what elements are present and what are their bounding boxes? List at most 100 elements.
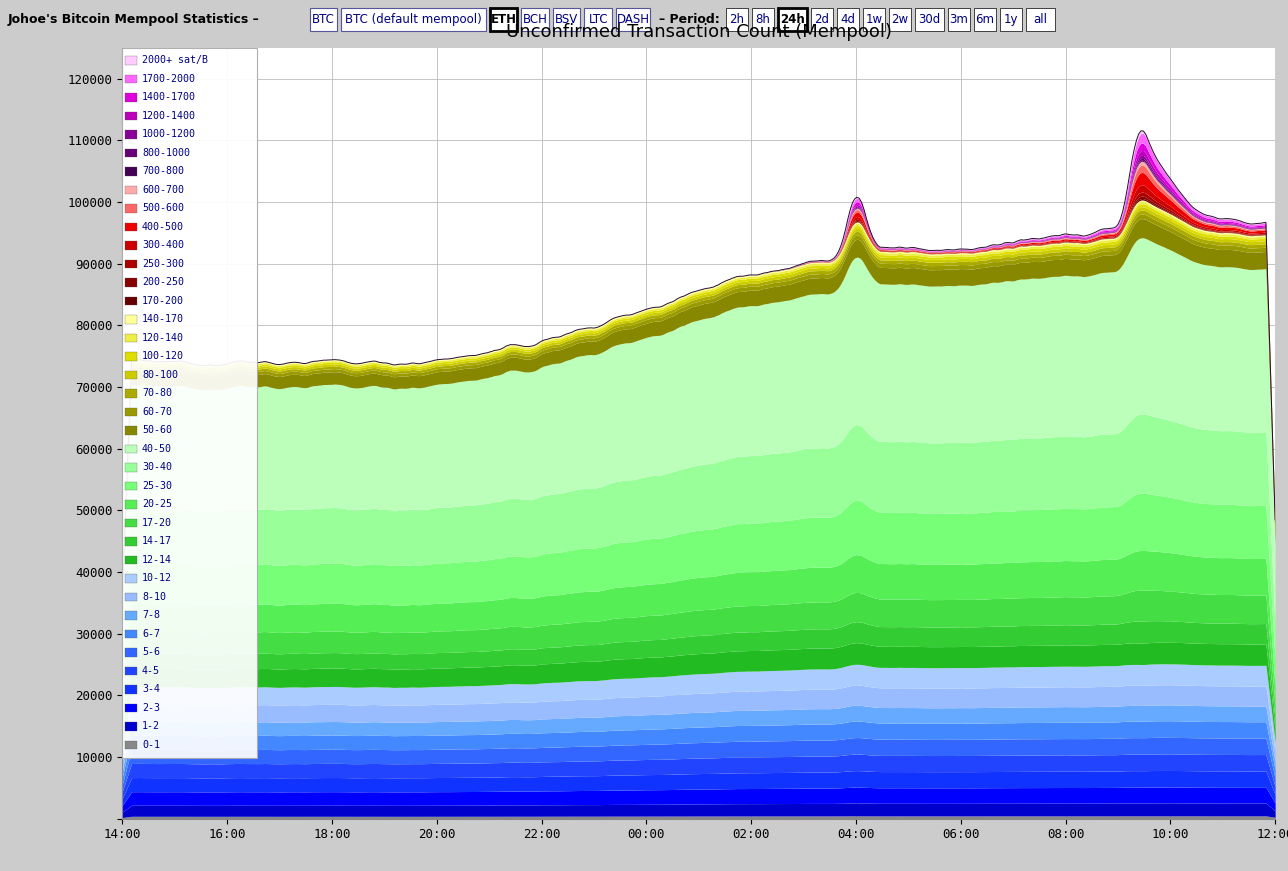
Text: 24h: 24h bbox=[781, 13, 805, 26]
FancyBboxPatch shape bbox=[585, 8, 612, 31]
Text: 2d: 2d bbox=[814, 13, 829, 26]
FancyBboxPatch shape bbox=[726, 8, 748, 31]
Bar bbox=[125, 93, 138, 102]
FancyBboxPatch shape bbox=[948, 8, 970, 31]
Bar bbox=[125, 722, 138, 731]
Text: 2000+ sat/B: 2000+ sat/B bbox=[142, 55, 209, 65]
Bar bbox=[125, 685, 138, 693]
Bar bbox=[125, 131, 138, 138]
Text: all: all bbox=[1033, 13, 1047, 26]
Text: 4-5: 4-5 bbox=[142, 665, 160, 676]
Text: 3m: 3m bbox=[949, 13, 969, 26]
Text: LTC: LTC bbox=[589, 13, 608, 26]
Bar bbox=[125, 241, 138, 250]
Text: 7-8: 7-8 bbox=[142, 611, 160, 620]
Text: 2w: 2w bbox=[891, 13, 908, 26]
Bar bbox=[125, 352, 138, 361]
Text: 40-50: 40-50 bbox=[142, 443, 173, 454]
Text: 1y: 1y bbox=[1003, 13, 1019, 26]
Text: 500-600: 500-600 bbox=[142, 203, 184, 213]
Bar bbox=[125, 537, 138, 546]
Text: 20-25: 20-25 bbox=[142, 499, 173, 510]
Text: 25-30: 25-30 bbox=[142, 481, 173, 490]
Text: 30d: 30d bbox=[918, 13, 940, 26]
Text: 60-70: 60-70 bbox=[142, 407, 173, 416]
Text: 1200-1400: 1200-1400 bbox=[142, 111, 196, 121]
Bar bbox=[125, 630, 138, 638]
Bar bbox=[125, 75, 138, 84]
FancyBboxPatch shape bbox=[553, 8, 581, 31]
Text: BCH: BCH bbox=[523, 13, 547, 26]
Text: 1w: 1w bbox=[866, 13, 882, 26]
Text: 300-400: 300-400 bbox=[142, 240, 184, 250]
Text: 1-2: 1-2 bbox=[142, 721, 160, 732]
Text: 200-250: 200-250 bbox=[142, 277, 184, 287]
Bar bbox=[125, 297, 138, 305]
Text: BTC: BTC bbox=[312, 13, 335, 26]
FancyBboxPatch shape bbox=[863, 8, 885, 31]
Bar bbox=[125, 371, 138, 379]
FancyBboxPatch shape bbox=[752, 8, 774, 31]
Bar bbox=[125, 648, 138, 657]
Text: 4d: 4d bbox=[841, 13, 855, 26]
Bar bbox=[125, 463, 138, 472]
Text: 170-200: 170-200 bbox=[142, 296, 184, 306]
Text: 70-80: 70-80 bbox=[142, 388, 173, 398]
Text: 10-12: 10-12 bbox=[142, 573, 173, 584]
Bar bbox=[125, 519, 138, 527]
Bar bbox=[125, 278, 138, 287]
Bar bbox=[125, 315, 138, 324]
Text: 6m: 6m bbox=[975, 13, 994, 26]
FancyBboxPatch shape bbox=[122, 48, 258, 758]
FancyBboxPatch shape bbox=[341, 8, 486, 31]
Text: 8-10: 8-10 bbox=[142, 591, 166, 602]
Text: Johoe's Bitcoin Mempool Statistics –: Johoe's Bitcoin Mempool Statistics – bbox=[8, 13, 264, 26]
Bar bbox=[125, 334, 138, 342]
FancyBboxPatch shape bbox=[914, 8, 944, 31]
Bar bbox=[125, 445, 138, 453]
Text: 8h: 8h bbox=[756, 13, 770, 26]
Bar bbox=[125, 57, 138, 64]
Bar bbox=[125, 704, 138, 712]
Text: 3-4: 3-4 bbox=[142, 685, 160, 694]
Text: 140-170: 140-170 bbox=[142, 314, 184, 324]
FancyBboxPatch shape bbox=[310, 8, 337, 31]
Text: BTC (default mempool): BTC (default mempool) bbox=[345, 13, 482, 26]
Bar bbox=[125, 167, 138, 176]
FancyBboxPatch shape bbox=[811, 8, 833, 31]
Text: 30-40: 30-40 bbox=[142, 463, 173, 472]
Text: 6-7: 6-7 bbox=[142, 629, 160, 638]
Bar bbox=[125, 426, 138, 435]
Title: Unconfirmed Transaction Count (Mempool): Unconfirmed Transaction Count (Mempool) bbox=[506, 23, 891, 41]
Text: – Period:: – Period: bbox=[659, 13, 724, 26]
Bar bbox=[125, 500, 138, 509]
Text: 5-6: 5-6 bbox=[142, 647, 160, 658]
Bar bbox=[125, 666, 138, 675]
Text: ETH: ETH bbox=[491, 13, 516, 26]
Bar bbox=[125, 204, 138, 213]
Text: 600-700: 600-700 bbox=[142, 185, 184, 195]
Bar bbox=[125, 111, 138, 120]
FancyBboxPatch shape bbox=[778, 8, 808, 31]
Bar bbox=[125, 482, 138, 490]
Bar bbox=[125, 260, 138, 268]
Text: 250-300: 250-300 bbox=[142, 259, 184, 269]
Text: 80-100: 80-100 bbox=[142, 369, 178, 380]
Bar bbox=[125, 574, 138, 583]
Text: 1000-1200: 1000-1200 bbox=[142, 129, 196, 139]
Text: 1400-1700: 1400-1700 bbox=[142, 92, 196, 102]
FancyBboxPatch shape bbox=[489, 8, 518, 31]
Text: 50-60: 50-60 bbox=[142, 425, 173, 436]
Text: DASH: DASH bbox=[617, 13, 649, 26]
Bar bbox=[125, 186, 138, 194]
Text: 700-800: 700-800 bbox=[142, 166, 184, 176]
Bar bbox=[125, 223, 138, 231]
Bar bbox=[125, 556, 138, 564]
Text: 2-3: 2-3 bbox=[142, 703, 160, 712]
FancyBboxPatch shape bbox=[1027, 8, 1055, 31]
FancyBboxPatch shape bbox=[999, 8, 1021, 31]
Text: 12-14: 12-14 bbox=[142, 555, 173, 564]
Text: 0-1: 0-1 bbox=[142, 739, 160, 750]
Bar bbox=[125, 593, 138, 601]
FancyBboxPatch shape bbox=[616, 8, 650, 31]
